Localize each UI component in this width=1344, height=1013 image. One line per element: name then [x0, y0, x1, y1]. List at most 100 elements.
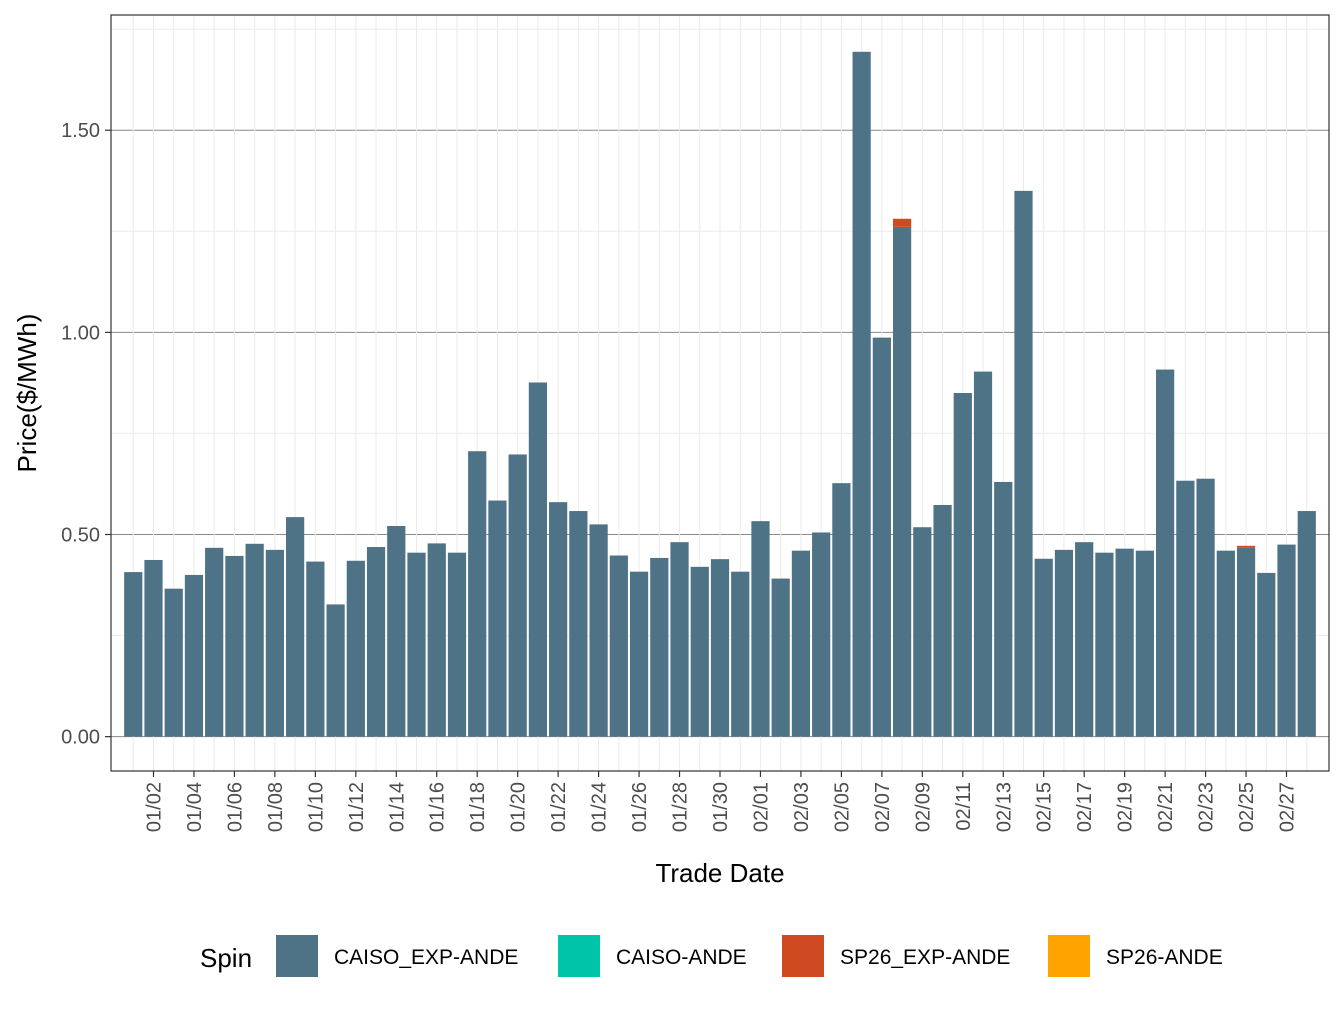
bar	[468, 451, 487, 737]
bar	[1277, 544, 1296, 737]
x-tick-label: 02/19	[1115, 782, 1137, 832]
legend-key	[276, 935, 318, 977]
x-tick-label: 02/09	[912, 782, 934, 832]
x-axis-title: Trade Date	[655, 858, 784, 888]
y-axis-title: Price($/MWh)	[12, 314, 42, 473]
bar	[994, 481, 1013, 737]
legend-key	[782, 935, 824, 977]
bar	[670, 542, 689, 737]
bar	[609, 555, 628, 737]
bar	[1297, 511, 1316, 737]
x-tick-label: 02/25	[1236, 782, 1258, 832]
bar	[1135, 550, 1154, 737]
x-tick-label: 02/01	[750, 782, 772, 832]
bar	[1115, 548, 1134, 737]
bar	[1075, 542, 1094, 737]
bar	[751, 521, 770, 737]
bar	[852, 51, 871, 737]
x-tick-label: 01/22	[548, 782, 570, 832]
bar	[791, 550, 811, 737]
x-tick-label: 02/21	[1155, 782, 1177, 832]
bar	[427, 543, 446, 737]
legend-label: SP26-ANDE	[1106, 946, 1223, 969]
bar	[1095, 552, 1114, 737]
bar	[245, 543, 264, 737]
bar	[549, 502, 568, 737]
bar	[447, 552, 467, 737]
y-tick-label: 0.00	[61, 727, 100, 749]
bar	[569, 511, 588, 737]
bar	[953, 393, 972, 737]
x-tick-label: 02/13	[993, 782, 1015, 832]
bar	[933, 504, 952, 737]
bar	[589, 524, 608, 737]
bar	[690, 566, 709, 737]
bar	[629, 571, 649, 737]
x-tick-label: 02/23	[1196, 782, 1218, 832]
bar	[710, 559, 730, 737]
legend: Spin CAISO_EXP-ANDE CAISO-ANDE SP26_EXP-AN…	[200, 935, 1223, 977]
x-tick-label: 01/08	[265, 782, 287, 832]
bar	[387, 526, 406, 737]
bar	[872, 337, 891, 737]
legend-label: SP26_EXP-ANDE	[840, 946, 1010, 969]
bar	[508, 454, 527, 737]
x-tick-label: 02/27	[1277, 782, 1299, 832]
x-tick-label: 01/20	[508, 782, 530, 832]
bar	[184, 574, 204, 737]
bar	[164, 588, 183, 737]
bar	[731, 571, 750, 737]
bar	[1216, 550, 1235, 737]
bar	[1014, 190, 1033, 737]
bar	[650, 557, 669, 737]
bar	[346, 560, 365, 737]
bar	[265, 549, 284, 737]
bar	[892, 218, 912, 227]
bar	[528, 382, 548, 737]
bar	[892, 226, 912, 737]
legend-title: Spin	[200, 943, 252, 973]
x-tick-label: 01/12	[346, 782, 368, 832]
bar	[306, 561, 325, 737]
x-axis: 01/02 01/04 01/06 01/08 01/10 01/12 01/14 01/16…	[143, 771, 1299, 832]
x-tick-label: 01/06	[224, 782, 246, 832]
x-tick-label: 02/03	[791, 782, 813, 832]
x-tick-label: 02/07	[872, 782, 894, 832]
bar	[488, 500, 507, 737]
bar	[1176, 480, 1195, 737]
x-tick-label: 02/11	[953, 782, 975, 831]
bar	[1236, 545, 1256, 548]
bar	[1156, 369, 1175, 737]
x-tick-label: 02/17	[1074, 782, 1096, 832]
bar	[407, 552, 426, 737]
legend-label: CAISO_EXP-ANDE	[334, 946, 518, 969]
bars	[124, 51, 1316, 737]
x-tick-label: 01/24	[589, 782, 611, 832]
x-tick-label: 01/02	[143, 782, 165, 832]
bar	[225, 555, 244, 737]
bar	[832, 483, 851, 737]
bar	[913, 527, 932, 737]
bar	[1257, 572, 1276, 737]
y-tick-label: 0.50	[61, 524, 100, 546]
x-tick-label: 01/30	[710, 782, 732, 832]
x-tick-label: 01/18	[467, 782, 489, 832]
x-tick-label: 01/28	[670, 782, 692, 832]
bar	[1236, 547, 1256, 737]
bar	[205, 547, 224, 737]
bar	[1034, 558, 1053, 737]
bar	[973, 371, 993, 737]
bar	[326, 604, 345, 737]
y-axis: 0.00 0.50 1.00 1.50	[61, 120, 111, 749]
x-tick-label: 02/15	[1034, 782, 1056, 832]
y-tick-label: 1.00	[61, 322, 100, 344]
bar	[812, 532, 831, 737]
x-tick-label: 01/16	[427, 782, 449, 832]
x-tick-label: 01/10	[305, 782, 327, 832]
bar	[1054, 549, 1074, 737]
bar	[124, 572, 143, 737]
bar	[1196, 478, 1215, 737]
legend-key	[1048, 935, 1090, 977]
